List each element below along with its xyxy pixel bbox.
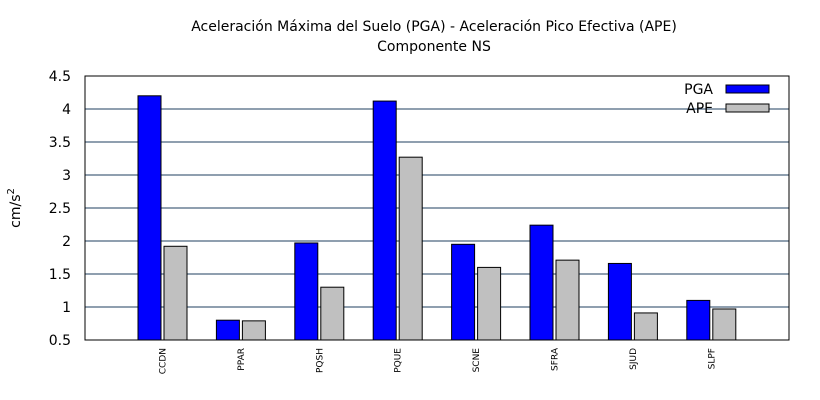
bar-pga-ccdn (137, 95, 162, 341)
y-tick-label: 0.5 (49, 333, 71, 349)
y-axis-label: cm/s (8, 195, 24, 228)
y-tick-label: 4 (62, 102, 71, 118)
chart-title: Aceleración Máxima del Suelo (PGA) - Ace… (191, 19, 677, 35)
y-axis-title: cm/s2 (6, 188, 24, 228)
bar-ape-pqsh (320, 286, 345, 341)
x-tick-label: PQSH (315, 348, 325, 373)
bar-ape-sfra (555, 259, 580, 341)
x-tick-label: CCDN (159, 348, 169, 374)
x-tick-label: SFRA (551, 347, 561, 371)
bars (137, 95, 737, 341)
bar-pga-pque (372, 100, 397, 341)
bar-pga-sjud (607, 262, 632, 341)
plot-frame (84, 75, 790, 341)
x-tick-label: SCNE (472, 348, 482, 373)
legend-swatch-ape (725, 103, 770, 113)
bar-pga-sfra (529, 224, 554, 341)
bar-ape-scne (477, 266, 502, 341)
bar-pga-scne (451, 243, 476, 341)
y-axis-label-superscript: 2 (6, 188, 17, 194)
x-tick-label: SJUD (629, 348, 639, 370)
legend-swatch-pga (725, 84, 770, 94)
bar-ape-sjud (633, 312, 658, 341)
y-tick-label: 1 (62, 300, 71, 316)
x-tick-labels: CCDN PPAR PQSH PQUE SCNE SFRA SJUD SLPF (159, 347, 718, 374)
bar-ape-pque (398, 156, 423, 341)
legend-label-ape: APE (686, 101, 713, 117)
svg-text:cm/s2: cm/s2 (6, 188, 24, 228)
legend: PGA APE (684, 82, 770, 117)
chart-subtitle: Componente NS (377, 39, 491, 55)
grid-lines (85, 108, 789, 308)
legend-label-pga: PGA (684, 82, 713, 98)
bar-pga-pqsh (294, 242, 319, 341)
y-tick-label: 3 (62, 168, 71, 184)
bar-ape-slpf (712, 308, 737, 341)
bar-pga-ppar (215, 319, 240, 341)
bar-ape-ccdn (163, 245, 188, 341)
y-tick-label: 2.5 (49, 201, 71, 217)
y-tick-label: 1.5 (49, 267, 71, 283)
x-tick-label: SLPF (707, 348, 717, 369)
bar-ape-ppar (241, 320, 266, 341)
y-tick-label: 3.5 (49, 135, 71, 151)
x-tick-label: PPAR (237, 348, 247, 371)
y-tick-label: 4.5 (49, 69, 71, 85)
y-tick-label: 2 (62, 234, 71, 250)
bar-pga-slpf (686, 299, 711, 341)
y-tick-labels: 0.5 1 1.5 2 2.5 3 3.5 4 4.5 (49, 69, 71, 349)
x-tick-label: PQUE (394, 348, 404, 373)
